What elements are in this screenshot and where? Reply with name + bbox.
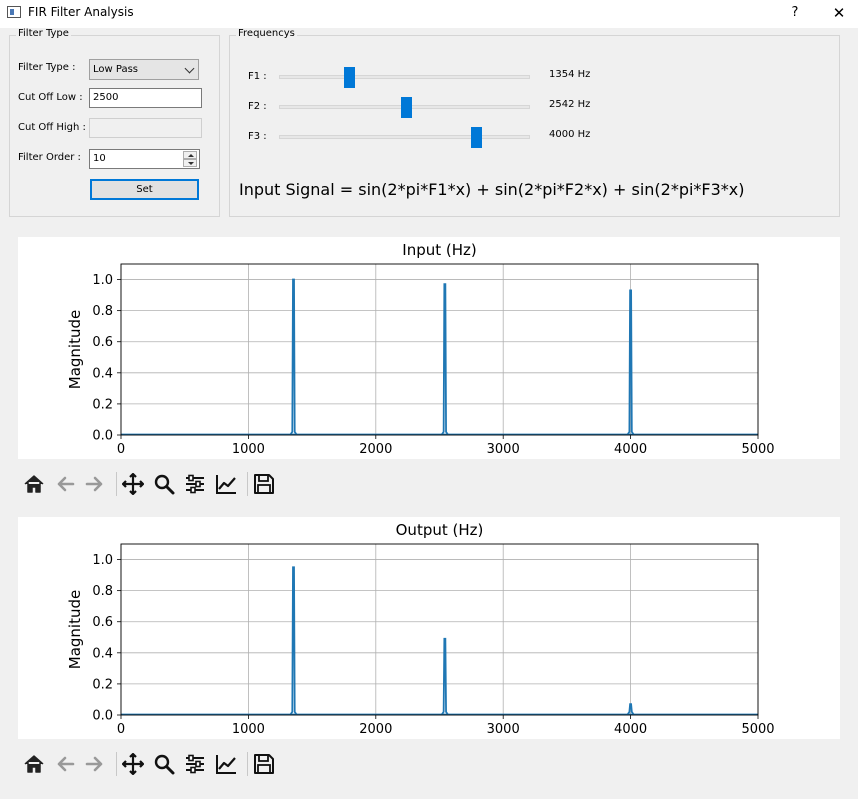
toolbar-separator <box>116 752 117 776</box>
cutoff-high-input[interactable] <box>89 118 202 138</box>
configure-subplots-icon[interactable] <box>184 753 206 775</box>
x-tick-label: 1000 <box>232 442 265 457</box>
f3-value: 4000 Hz <box>549 129 591 140</box>
f1-slider-handle[interactable] <box>343 67 355 88</box>
frequencys-group: Frequencys <box>229 28 840 217</box>
plot-area <box>121 264 758 435</box>
f1-label: F1 : <box>248 71 267 82</box>
y-tick-label: 0.4 <box>92 366 113 381</box>
f2-value: 2542 Hz <box>549 99 591 110</box>
spin-down-icon[interactable] <box>183 159 197 167</box>
x-tick-label: 5000 <box>741 442 774 457</box>
edit-axis-icon[interactable] <box>215 473 237 495</box>
zoom-icon[interactable] <box>153 473 175 495</box>
filter-type-select[interactable]: Low Pass <box>89 59 199 80</box>
back-icon[interactable] <box>54 473 76 495</box>
filter-type-value: Low Pass <box>93 64 138 75</box>
y-tick-label: 1.0 <box>92 553 113 568</box>
chevron-down-icon <box>184 63 195 74</box>
f3-slider-track[interactable] <box>279 135 530 139</box>
title-bar: FIR Filter Analysis ? ✕ <box>0 0 858 28</box>
input-signal-formula: Input Signal = sin(2*pi*F1*x) + sin(2*pi… <box>239 180 745 199</box>
spectrum-peak <box>626 289 635 435</box>
x-tick-label: 5000 <box>741 722 774 737</box>
axes-frame <box>120 263 759 436</box>
f2-label: F2 : <box>248 101 267 112</box>
app-icon <box>7 6 21 18</box>
y-tick-label: 0.6 <box>92 335 113 350</box>
x-tick-label: 0 <box>117 442 125 457</box>
filter-order-label: Filter Order : <box>18 152 81 163</box>
window-title: FIR Filter Analysis <box>28 5 134 19</box>
x-tick-label: 2000 <box>359 722 392 737</box>
f1-value: 1354 Hz <box>549 69 591 80</box>
help-button[interactable]: ? <box>791 5 799 20</box>
f3-slider-handle[interactable] <box>471 127 482 148</box>
filter-type-label: Filter Type : <box>18 62 76 73</box>
y-tick-label: 1.0 <box>92 273 113 288</box>
f2-slider-handle[interactable] <box>401 97 413 118</box>
edit-axis-icon[interactable] <box>215 753 237 775</box>
plot-toolbar-input <box>18 469 288 499</box>
y-tick-label: 0.4 <box>92 646 113 661</box>
chart-title: Output (Hz) <box>396 521 484 539</box>
spectrum-peak <box>289 278 298 435</box>
spin-up-icon[interactable] <box>183 151 197 159</box>
axes-frame <box>120 543 759 716</box>
x-tick-label: 0 <box>117 722 125 737</box>
spectrum-peak <box>289 566 298 715</box>
y-tick-label: 0.0 <box>92 709 113 724</box>
home-icon[interactable] <box>23 473 45 495</box>
y-tick-label: 0.8 <box>92 304 113 319</box>
output-spectrum-chart[interactable]: 0 1000 2000 3000 4000 5000 0.0 0.2 0.4 0.6 0.8 1.0 O… <box>18 517 840 739</box>
x-tick-label: 2000 <box>359 442 392 457</box>
pan-icon[interactable] <box>122 753 144 775</box>
y-axis-label: Magnitude <box>66 590 84 669</box>
x-tick-label: 3000 <box>487 442 520 457</box>
back-icon[interactable] <box>54 753 76 775</box>
frequencys-group-title: Frequencys <box>236 28 297 39</box>
y-tick-label: 0.8 <box>92 584 113 599</box>
x-tick-label: 3000 <box>487 722 520 737</box>
save-icon[interactable] <box>253 473 275 495</box>
set-button[interactable]: Set <box>90 179 199 200</box>
close-button[interactable]: ✕ <box>832 4 846 22</box>
toolbar-separator <box>116 472 117 496</box>
save-icon[interactable] <box>253 753 275 775</box>
f1-slider-track[interactable] <box>279 75 530 79</box>
forward-icon[interactable] <box>84 753 106 775</box>
y-tick-label: 0.6 <box>92 615 113 630</box>
cutoff-low-input[interactable]: 2500 <box>89 88 202 108</box>
toolbar-separator <box>247 472 248 496</box>
cutoff-low-label: Cut Off Low : <box>18 92 83 103</box>
plot-area <box>121 544 758 715</box>
configure-subplots-icon[interactable] <box>184 473 206 495</box>
cutoff-high-label: Cut Off High : <box>18 122 86 133</box>
spectrum-peak <box>626 703 635 715</box>
x-tick-label: 1000 <box>232 722 265 737</box>
y-tick-label: 0.2 <box>92 677 113 692</box>
chart-title: Input (Hz) <box>402 241 476 259</box>
y-tick-label: 0.2 <box>92 397 113 412</box>
filter-type-group: Filter Type <box>9 28 220 217</box>
x-tick-label: 4000 <box>614 722 647 737</box>
zoom-icon[interactable] <box>153 753 175 775</box>
y-tick-label: 0.0 <box>92 429 113 444</box>
y-axis-label: Magnitude <box>66 310 84 389</box>
plot-toolbar-output <box>18 749 288 779</box>
input-spectrum-chart[interactable]: 0 1000 2000 3000 4000 5000 0.0 0.2 0.4 0.6 0.8 1.0 I… <box>18 237 840 459</box>
x-tick-label: 4000 <box>614 442 647 457</box>
filter-order-spinbox[interactable]: 10 <box>89 149 200 169</box>
forward-icon[interactable] <box>84 473 106 495</box>
filter-type-group-title: Filter Type <box>16 28 71 39</box>
f3-label: F3 : <box>248 131 267 142</box>
pan-icon[interactable] <box>122 473 144 495</box>
spectrum-peak <box>441 283 449 435</box>
home-icon[interactable] <box>23 753 45 775</box>
toolbar-separator <box>247 752 248 776</box>
spectrum-peak <box>441 637 449 715</box>
